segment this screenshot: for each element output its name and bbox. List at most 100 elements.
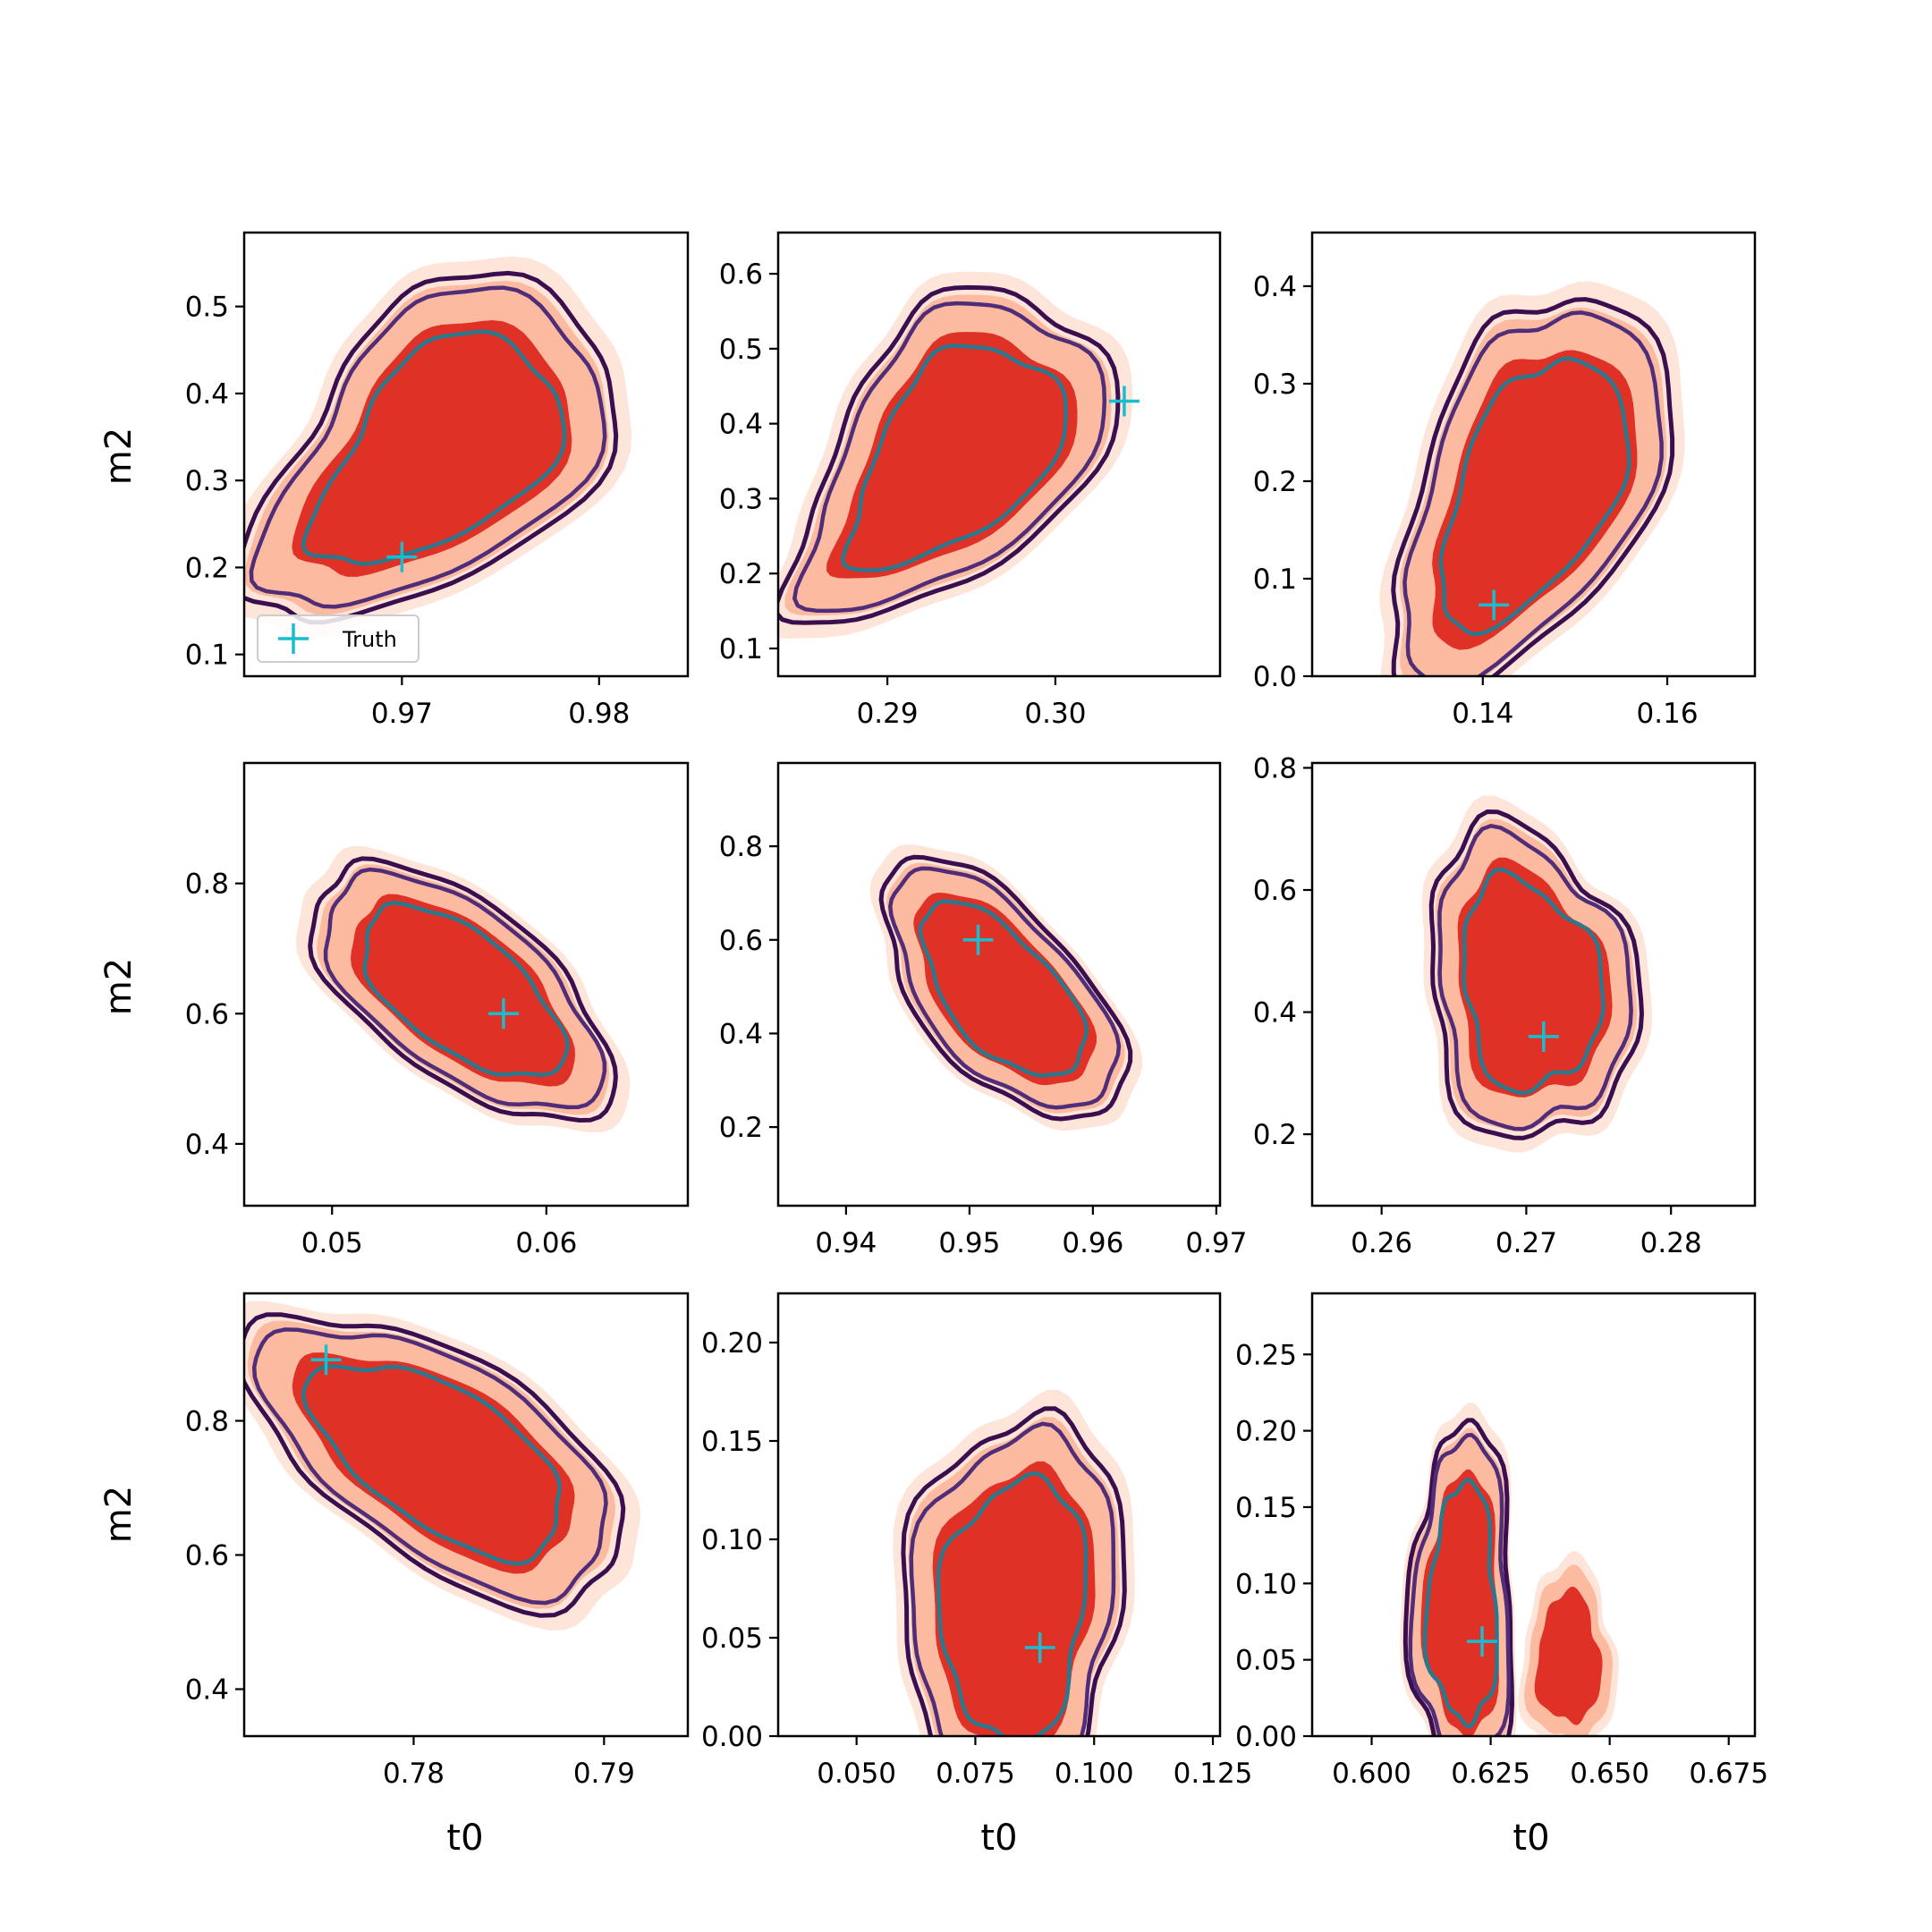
contour-line-mid xyxy=(251,1327,608,1606)
axes-frame xyxy=(242,231,690,678)
x-tick-label: 0.125 xyxy=(1174,1758,1253,1790)
x-tick-label: 0.96 xyxy=(1062,1227,1123,1259)
x-tick-label: 0.98 xyxy=(568,698,630,730)
contour-layer xyxy=(778,271,1133,639)
contour-layer xyxy=(244,1301,641,1631)
y-tick-label: 0.8 xyxy=(719,831,763,863)
density-fill-inner xyxy=(932,1461,1096,1736)
contour-layer xyxy=(244,256,632,639)
contour-line-inner xyxy=(918,899,1089,1078)
contour-line-outer xyxy=(1402,1418,1514,1736)
panel-2: 0.29 0.30 0.1 0.2 0.3 0.4 0.5 0.6 xyxy=(719,231,1222,730)
axes-frame xyxy=(242,761,690,1208)
xlabel-col-2: t0 xyxy=(980,1818,1017,1859)
axes-frame xyxy=(242,1292,690,1738)
x-tick-label: 0.27 xyxy=(1496,1227,1557,1259)
x-tick-label: 0.26 xyxy=(1351,1227,1412,1259)
y-tick-label: 0.20 xyxy=(1235,1416,1297,1448)
y-tick-label: 0.4 xyxy=(719,1018,763,1050)
x-tick-label: 0.95 xyxy=(938,1227,1000,1259)
y-tick-label: 0.2 xyxy=(185,552,229,584)
density-fill-inner xyxy=(1432,350,1638,650)
x-tick-label: 0.97 xyxy=(371,698,433,730)
contour-line-outer xyxy=(244,270,619,625)
truth-marker xyxy=(962,924,994,955)
contour-line-outer xyxy=(878,854,1133,1122)
y-tick-label: 0.2 xyxy=(1253,466,1297,498)
contour-layer xyxy=(869,844,1143,1131)
truth-marker xyxy=(487,998,519,1030)
y-tick-label: 0.4 xyxy=(185,1674,229,1707)
axes-frame xyxy=(1310,1292,1757,1738)
panel-9: 0.600 0.625 0.650 0.675 0.00 0.05 0.10 0.15 0.20… xyxy=(1235,1292,1768,1790)
contour-line-mid xyxy=(1408,1433,1512,1736)
contour-line-outer xyxy=(901,1406,1127,1736)
y-tick-label: 0.00 xyxy=(1235,1721,1297,1753)
contour-line-outer xyxy=(244,1312,626,1618)
y-tick-label: 0.20 xyxy=(701,1327,763,1360)
contour-line-inner xyxy=(1462,867,1606,1096)
y-tick-label: 0.2 xyxy=(1253,1119,1297,1151)
contour-line-outer xyxy=(1391,297,1675,676)
y-tick-label: 0.05 xyxy=(701,1623,763,1655)
y-tick-label: 0.5 xyxy=(719,334,763,366)
truth-marker xyxy=(386,541,418,572)
axes-frame xyxy=(776,1292,1222,1738)
panel-3: 0.14 0.16 0.0 0.1 0.2 0.3 0.4 xyxy=(1253,231,1757,730)
truth-marker xyxy=(1479,589,1510,621)
x-tick-label: 0.600 xyxy=(1332,1758,1411,1790)
y-tick-label: 0.6 xyxy=(185,998,229,1030)
x-tick-label: 0.97 xyxy=(1185,1227,1247,1259)
y-tick-label: 0.8 xyxy=(185,869,229,901)
y-tick-label: 0.8 xyxy=(1253,752,1297,784)
y-tick-label: 0.2 xyxy=(719,558,763,590)
contour-line-inner xyxy=(840,343,1068,572)
x-tick-label: 0.075 xyxy=(936,1758,1015,1790)
y-tick-label: 0.3 xyxy=(1253,369,1297,401)
x-tick-label: 0.06 xyxy=(515,1227,577,1259)
contour-line-outer xyxy=(1428,809,1644,1140)
y-tick-label: 0.4 xyxy=(719,409,763,441)
contour-line-mid xyxy=(1437,824,1633,1131)
contour-line-inner xyxy=(301,329,567,566)
x-tick-label: 0.30 xyxy=(1024,698,1086,730)
panel-5: 0.94 0.95 0.96 0.97 0.2 0.4 0.6 0.8 xyxy=(719,761,1247,1259)
axes-frame xyxy=(776,761,1222,1208)
truth-marker xyxy=(1108,386,1140,417)
xlabel-col-1: t0 xyxy=(446,1818,483,1859)
y-tick-label: 0.15 xyxy=(701,1426,763,1458)
contour-line-inner xyxy=(936,1470,1089,1736)
axes-frame xyxy=(776,231,1222,678)
contour-line-inner xyxy=(1438,356,1631,637)
contour-layer xyxy=(1400,1402,1619,1736)
density-fill-inner xyxy=(292,1352,575,1574)
legend: Truth xyxy=(257,614,419,663)
y-tick-label: 0.6 xyxy=(719,258,763,291)
y-tick-label: 0.00 xyxy=(701,1721,763,1753)
density-fill-inner xyxy=(351,894,576,1087)
axes-frame xyxy=(1310,231,1757,678)
panel-1: 0.97 0.98 0.1 0.2 0.3 0.4 0.5 Truth xyxy=(185,231,690,730)
y-tick-label: 0.1 xyxy=(719,633,763,665)
contour-line-outer xyxy=(778,284,1121,625)
axes-frame xyxy=(1310,761,1757,1208)
x-tick-label: 0.05 xyxy=(301,1227,363,1259)
truth-marker xyxy=(1024,1632,1055,1663)
y-tick-label: 0.15 xyxy=(1235,1492,1297,1524)
panel-7: 0.78 0.79 0.4 0.6 0.8 xyxy=(185,1292,690,1790)
contour-line-mid xyxy=(909,1421,1116,1736)
contour-line-inner xyxy=(362,901,570,1077)
ylabel-row-3: m2 xyxy=(98,1486,140,1543)
density-fill-inner xyxy=(913,893,1097,1086)
y-tick-label: 0.2 xyxy=(719,1112,763,1144)
y-tick-label: 0.3 xyxy=(185,465,229,497)
y-tick-label: 0.4 xyxy=(185,1129,229,1161)
contour-line-mid xyxy=(888,866,1122,1110)
x-tick-label: 0.94 xyxy=(815,1227,877,1259)
y-tick-label: 0.4 xyxy=(185,378,229,411)
density-fill-inner xyxy=(292,320,572,577)
y-tick-label: 0.6 xyxy=(719,925,763,957)
y-tick-label: 0.10 xyxy=(701,1524,763,1556)
